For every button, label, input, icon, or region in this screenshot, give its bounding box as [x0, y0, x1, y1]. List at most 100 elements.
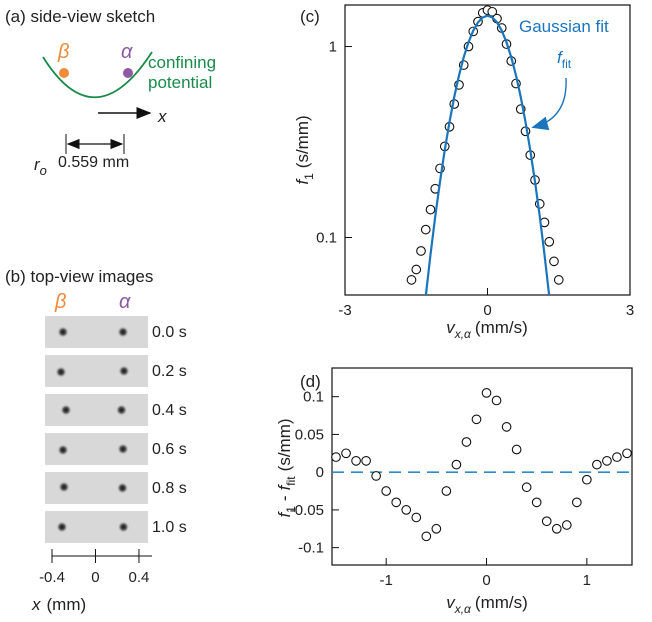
y-symbol: f — [275, 483, 294, 490]
y-symbol: f — [275, 511, 294, 518]
x-tick-label: 3 — [626, 302, 634, 319]
radius-symbol: r — [34, 155, 41, 174]
beta-label: β — [57, 41, 69, 63]
y-symbol: f — [293, 178, 312, 185]
data-point — [511, 444, 522, 455]
data-point — [431, 523, 442, 534]
data-point — [341, 448, 351, 459]
time-label: 0.8 s — [152, 480, 187, 497]
x-unit: (mm) — [47, 595, 87, 614]
beta-spot — [55, 366, 67, 378]
y-subscript: fit — [284, 476, 298, 486]
fit-arrow — [531, 77, 567, 131]
x-tick-label: 0 — [483, 302, 491, 319]
panel-a-title: (a) side-view sketch — [5, 7, 155, 26]
data-point — [531, 497, 542, 508]
data-point — [351, 455, 361, 466]
data-point — [487, 6, 498, 17]
fit-symbol: f — [557, 48, 564, 67]
x-axis-title: vx,α (mm/s) — [446, 318, 528, 341]
y-tick-label: 0.1 — [303, 389, 324, 406]
panel-b-title: (b) top-view images — [5, 267, 153, 286]
alpha-label: α — [121, 41, 133, 63]
x-tick-label: 0 — [482, 572, 490, 589]
data-point — [420, 224, 431, 235]
x-axis-title: vx,α (mm/s) — [446, 593, 528, 616]
x-tick-label: 0 — [91, 569, 99, 586]
beta-spot — [60, 404, 72, 416]
data-point — [371, 471, 381, 481]
radius-value: 0.559 mm — [58, 154, 129, 171]
y-axis-title: f1 (s/mm) — [293, 115, 316, 184]
data-point — [411, 264, 422, 275]
data-point — [501, 422, 512, 432]
data-point — [361, 455, 371, 466]
alpha-spot — [117, 443, 129, 455]
y-unit: (s/mm) — [275, 418, 294, 471]
beta-spot — [58, 481, 70, 493]
alpha-spot — [115, 404, 128, 416]
y-tick-label: -0.1 — [298, 540, 324, 557]
beta-spot — [57, 444, 69, 456]
data-point — [622, 448, 632, 459]
y-tick-label: 0.1 — [316, 230, 337, 247]
y-subscript: 1 — [284, 506, 298, 513]
x-tick-label: 1 — [583, 572, 591, 589]
y-unit: (s/mm) — [293, 115, 312, 168]
data-point — [451, 459, 462, 470]
data-point — [612, 452, 622, 462]
fit-line — [424, 14, 551, 295]
alpha-spot — [117, 521, 130, 533]
data-point — [581, 474, 592, 485]
time-label: 0.0 s — [152, 324, 187, 341]
beta-spot — [56, 521, 68, 533]
x-tick-label: -1 — [380, 572, 393, 589]
alpha-spot — [118, 365, 130, 377]
beta-spot — [57, 326, 69, 338]
fit-symbol-label: ffit — [557, 48, 572, 71]
alpha-ion — [123, 68, 133, 78]
data-point — [461, 437, 472, 447]
alpha-label: α — [119, 291, 131, 313]
panel-d-label: (d) — [300, 372, 321, 391]
data-point — [401, 505, 412, 515]
plot-frame — [331, 367, 633, 566]
y-subscript: 1 — [302, 173, 316, 180]
data-point — [544, 236, 555, 247]
y-tick-label: -0.05 — [290, 502, 324, 519]
fit-subscript: fit — [562, 57, 572, 71]
x-axis-title: x (mm) — [31, 595, 86, 614]
x-unit: (mm/s) — [475, 318, 528, 337]
data-point — [481, 388, 492, 398]
data-point — [553, 275, 564, 285]
plot-frame — [344, 4, 631, 296]
data-point — [421, 531, 432, 542]
data-point — [331, 452, 341, 462]
x-symbol: x — [31, 595, 41, 614]
beta-label: β — [54, 291, 66, 313]
data-point — [381, 486, 392, 496]
radius-label: ro — [34, 155, 47, 178]
x-symbol: v — [446, 593, 456, 612]
data-point — [521, 482, 532, 493]
fit-legend: Gaussian fit — [519, 17, 609, 36]
x-tick-label: -3 — [338, 302, 351, 319]
alpha-spot — [117, 326, 129, 338]
y-operator: - — [275, 495, 294, 501]
data-point — [471, 414, 482, 425]
image-stack: 0.0 s 0.2 s 0.4 s 0.6 s 0.8 s 1.0 s -0.4 0 0.4 — [39, 316, 187, 586]
data-point — [416, 246, 426, 256]
data-point — [406, 275, 417, 285]
time-label: 0.2 s — [152, 363, 187, 380]
radius-subscript: o — [40, 163, 47, 178]
y-axis-title: f1-ffit(s/mm) — [275, 418, 298, 517]
x-unit: (mm/s) — [475, 593, 528, 612]
data-point — [425, 204, 436, 215]
time-label: 0.4 s — [152, 402, 187, 419]
x-tick-label: 0.4 — [129, 569, 150, 586]
y-tick-label: 0 — [316, 464, 324, 481]
y-tick-label: 0.05 — [295, 426, 324, 443]
x-axis-symbol: x — [157, 107, 167, 126]
data-point — [592, 459, 602, 470]
